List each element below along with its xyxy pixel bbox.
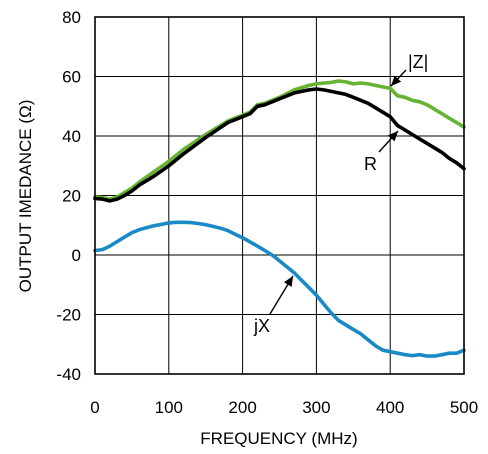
y-tick-label: 40 <box>62 127 81 146</box>
x-tick-label: 0 <box>90 398 99 417</box>
x-tick-label: 100 <box>155 398 183 417</box>
annotation-arrows <box>269 69 407 315</box>
y-axis-title: OUTPUT IMEDANCE (Ω) <box>16 100 35 293</box>
y-tick-label: 80 <box>62 8 81 27</box>
series-z-magnitude <box>93 79 466 201</box>
y-tick-label: 0 <box>72 246 81 265</box>
y-tick-label: -40 <box>56 365 81 384</box>
arrow-r-head <box>387 131 398 142</box>
annotation-z: |Z| <box>408 52 428 72</box>
arrow-z-head <box>391 75 402 86</box>
y-tick-label: 20 <box>62 187 81 206</box>
y-tick-labels: -40 -20 0 20 40 60 80 <box>56 8 81 384</box>
annotation-jx: jX <box>253 316 270 336</box>
x-tick-labels: 0 100 200 300 400 500 <box>90 398 478 417</box>
x-tick-label: 300 <box>302 398 330 417</box>
series-jx <box>93 220 466 358</box>
annotation-r: R <box>364 154 377 174</box>
series-layer <box>93 79 466 358</box>
plot-frame <box>94 16 465 375</box>
x-tick-label: 500 <box>450 398 478 417</box>
x-tick-label: 400 <box>376 398 404 417</box>
arrow-jx-head <box>283 276 293 287</box>
x-axis-title: FREQUENCY (MHz) <box>200 429 357 448</box>
x-tick-label: 200 <box>228 398 256 417</box>
series-r <box>93 87 466 203</box>
y-tick-label: 60 <box>62 68 81 87</box>
y-tick-label: -20 <box>56 306 81 325</box>
